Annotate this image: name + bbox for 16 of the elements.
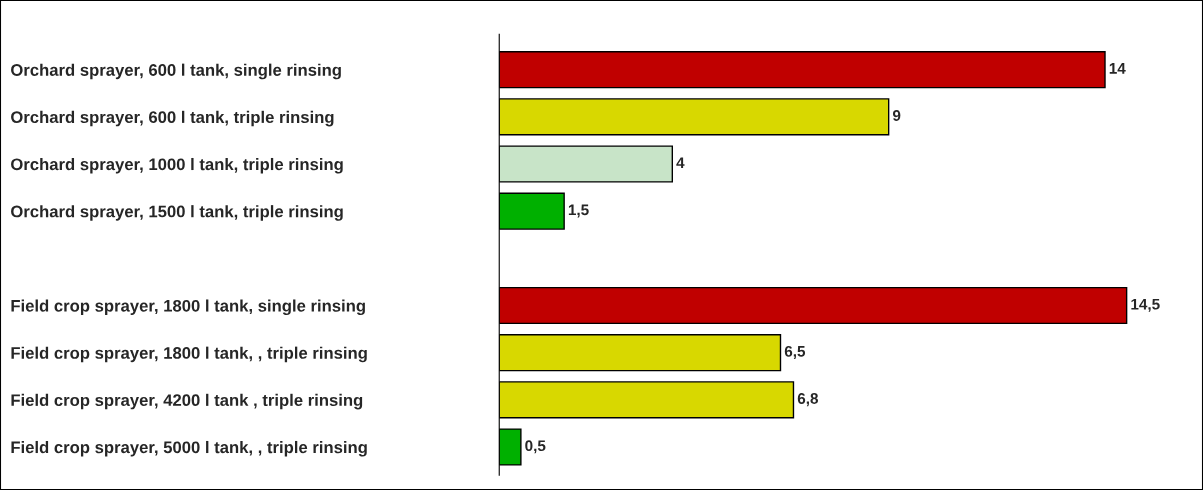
y-tick-label: Orchard sprayer, 1500 l tank, triple rinsing bbox=[11, 205, 343, 221]
y-tick-label: Field crop sprayer, 1800 l tank, , triple rinsing bbox=[11, 346, 367, 363]
y-tick-label: Field crop sprayer, 1800 l tank, single rinsing bbox=[11, 299, 365, 316]
data-label: 1,5 bbox=[568, 204, 589, 218]
y-tick-label: Orchard sprayer, 600 l tank, triple rinsing bbox=[11, 110, 334, 127]
y-tick-label: Orchard sprayer, 1000 l tank, triple rinsing bbox=[11, 157, 343, 174]
y-tick-label: Field crop sprayer, 4200 l tank , triple rinsing bbox=[11, 393, 363, 410]
data-label: 0,5 bbox=[525, 440, 546, 454]
data-label: 9 bbox=[892, 110, 901, 121]
data-label: 6,5 bbox=[784, 345, 806, 359]
y-tick-label: Orchard sprayer, 600 l tank, single rinsing bbox=[11, 63, 341, 80]
data-label: 4 bbox=[676, 157, 685, 168]
data-label: 6,8 bbox=[797, 393, 819, 407]
data-label: 14,5 bbox=[1131, 298, 1160, 312]
data-label: 14 bbox=[1109, 63, 1126, 74]
y-tick-label: Field crop sprayer, 5000 l tank, , triple rinsing bbox=[11, 440, 367, 457]
